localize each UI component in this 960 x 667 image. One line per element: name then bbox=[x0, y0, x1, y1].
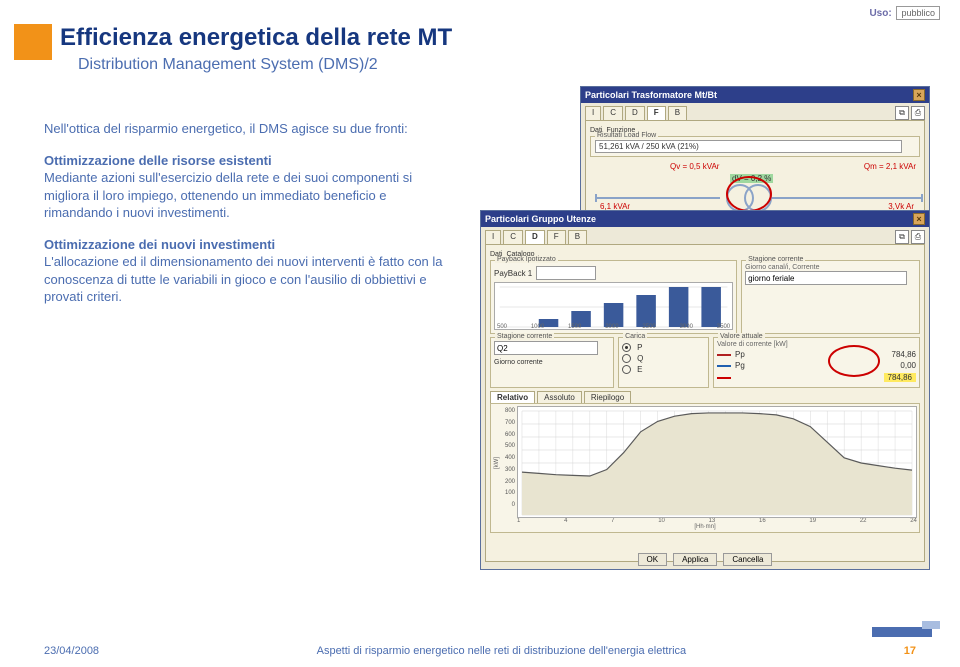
footer: 23/04/2008 Aspetti di risparmio energeti… bbox=[0, 645, 960, 657]
payback-label: PayBack 1 bbox=[494, 269, 532, 278]
giorno-sub: Giorno canal/i, Corrente bbox=[745, 264, 916, 271]
valore-di-corrente: Valore di corrente [kW] bbox=[717, 341, 916, 348]
tab-b[interactable]: B bbox=[668, 106, 687, 120]
window-transformer-title: Particolari Trasformatore Mt/Bt bbox=[585, 90, 717, 100]
intro-text: Nell'ottica del risparmio energetico, il… bbox=[44, 120, 444, 138]
valore-label: Valore attuale bbox=[718, 333, 765, 340]
ok-button[interactable]: OK bbox=[638, 553, 668, 566]
tab-f[interactable]: F bbox=[647, 106, 666, 120]
pg-swatch bbox=[717, 365, 731, 367]
close-icon[interactable]: × bbox=[913, 213, 925, 225]
print-icon[interactable]: ⎙ bbox=[911, 106, 925, 120]
copy-icon[interactable]: ⧉ bbox=[895, 106, 909, 120]
usage-header: Uso: pubblico bbox=[869, 8, 940, 19]
print-icon[interactable]: ⎙ bbox=[911, 230, 925, 244]
pp-label: Pp bbox=[735, 350, 745, 359]
tab-relativo[interactable]: Relativo bbox=[490, 391, 535, 403]
opt2-title: Ottimizzazione dei nuovi investimenti bbox=[44, 237, 275, 252]
opt2-paragraph: Ottimizzazione dei nuovi investimenti L'… bbox=[44, 236, 444, 306]
tab-i[interactable]: I bbox=[485, 230, 501, 244]
utenze-tabs: I C D F B ⧉ ⎙ bbox=[481, 227, 929, 244]
hl-swatch bbox=[717, 377, 731, 379]
tab-d[interactable]: D bbox=[625, 106, 645, 120]
risultati-value: 51,261 kVA / 250 kVA (21%) bbox=[595, 140, 902, 153]
window-utenze: Particolari Gruppo Utenze × I C D F B ⧉ … bbox=[480, 210, 930, 570]
screenshot-composite: Particolari Trasformatore Mt/Bt × I C D … bbox=[480, 86, 940, 576]
tab-assoluto[interactable]: Assoluto bbox=[537, 391, 582, 403]
tab-i[interactable]: I bbox=[585, 106, 601, 120]
accent-block bbox=[14, 24, 52, 60]
risultati-label: Risultati Load Flow bbox=[595, 132, 658, 139]
footer-accent bbox=[872, 627, 932, 637]
apply-button[interactable]: Applica bbox=[673, 553, 717, 566]
page-subtitle: Distribution Management System (DMS)/2 bbox=[78, 56, 378, 74]
y-axis-label: [kW] bbox=[494, 457, 500, 469]
usage-value: pubblico bbox=[896, 6, 940, 20]
stagione-select[interactable] bbox=[494, 341, 598, 355]
tab-c[interactable]: C bbox=[603, 106, 623, 120]
carica-label: Carica bbox=[623, 333, 647, 340]
page-title: Efficienza energetica della rete MT bbox=[60, 24, 452, 52]
x-axis-label: [Hh·mn] bbox=[493, 524, 917, 530]
stagione-label: Stagione corrente bbox=[495, 333, 554, 340]
pg-label: Pg bbox=[735, 361, 745, 370]
highlight-value: 784,86 bbox=[884, 373, 916, 382]
tab-riepilogo[interactable]: Riepilogo bbox=[584, 391, 631, 403]
stagione-group-label: Stagione corrente bbox=[746, 256, 805, 263]
pp-value: 784,86 bbox=[892, 350, 916, 359]
payback-chart: 500 1000 1500 2000 2500 3000 3500 bbox=[494, 282, 733, 330]
opt2-body: L'allocazione ed il dimensionamento dei … bbox=[44, 254, 443, 304]
utenze-panel: Dati Catalogo Payback Ipotizzato PayBack… bbox=[485, 244, 925, 562]
tab-d[interactable]: D bbox=[525, 230, 545, 244]
giorno-value-field[interactable] bbox=[745, 271, 907, 285]
radio-e[interactable] bbox=[622, 365, 631, 374]
tab-f[interactable]: F bbox=[547, 230, 566, 244]
annotation-circle-1 bbox=[726, 176, 772, 212]
close-icon[interactable]: × bbox=[913, 89, 925, 101]
transformer-tabs: I C D F B ⧉ ⎙ bbox=[581, 103, 929, 120]
window-transformer-titlebar: Particolari Trasformatore Mt/Bt × bbox=[581, 87, 929, 103]
footer-page: 17 bbox=[904, 645, 916, 657]
radio-q[interactable] bbox=[622, 354, 631, 363]
radio-p[interactable] bbox=[622, 343, 631, 352]
copy-icon[interactable]: ⧉ bbox=[895, 230, 909, 244]
giorno-corrente-label: Giorno corrente bbox=[494, 359, 610, 366]
body-copy: Nell'ottica del risparmio energetico, il… bbox=[44, 120, 444, 320]
tab-c[interactable]: C bbox=[503, 230, 523, 244]
opt1-title: Ottimizzazione delle risorse esistenti bbox=[44, 153, 272, 168]
annotation-circle-2 bbox=[828, 345, 880, 377]
payback-select[interactable] bbox=[536, 266, 596, 280]
load-profile-chart bbox=[517, 406, 917, 518]
tab-b[interactable]: B bbox=[568, 230, 587, 244]
cancel-button[interactable]: Cancella bbox=[723, 553, 772, 566]
footer-caption: Aspetti di risparmio energetico nelle re… bbox=[99, 645, 904, 657]
window-utenze-title: Particolari Gruppo Utenze bbox=[485, 214, 596, 224]
pp-swatch bbox=[717, 354, 731, 356]
usage-label: Uso: bbox=[869, 8, 891, 19]
opt1-body: Mediante azioni sull'esercizio della ret… bbox=[44, 170, 412, 220]
payback-group-label: Payback Ipotizzato bbox=[495, 256, 558, 263]
window-utenze-titlebar: Particolari Gruppo Utenze × bbox=[481, 211, 929, 227]
pg-value: 0,00 bbox=[900, 361, 916, 370]
opt1-paragraph: Ottimizzazione delle risorse esistenti M… bbox=[44, 152, 444, 222]
footer-date: 23/04/2008 bbox=[44, 645, 99, 657]
